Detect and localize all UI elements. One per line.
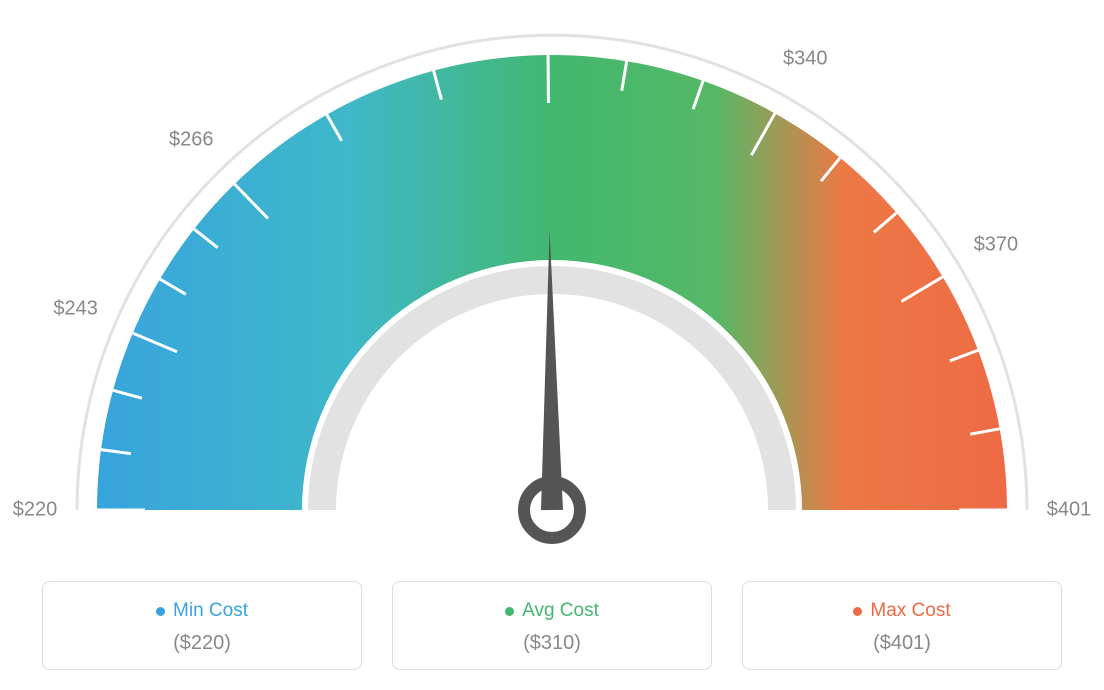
gauge-chart: $220 $243 $266 $310 $340 $370 $401 xyxy=(0,0,1104,560)
legend-dot-max xyxy=(853,607,862,616)
legend-card-max: Max Cost ($401) xyxy=(742,581,1062,670)
gauge-tick-label: $401 xyxy=(1047,499,1092,522)
gauge-tick-label: $370 xyxy=(974,234,1019,257)
gauge-tick-label: $340 xyxy=(783,48,828,71)
legend-value-avg: ($310) xyxy=(403,632,701,655)
legend-label-max: Max Cost xyxy=(870,600,950,622)
legend-row: Min Cost ($220) Avg Cost ($310) Max Cost… xyxy=(0,581,1104,670)
legend-value-max: ($401) xyxy=(753,632,1051,655)
gauge-tick-label: $243 xyxy=(53,298,98,321)
legend-dot-avg xyxy=(505,607,514,616)
gauge-tick-label: $220 xyxy=(13,499,58,522)
gauge-svg xyxy=(0,0,1104,560)
legend-label-min: Min Cost xyxy=(173,600,248,622)
legend-card-avg: Avg Cost ($310) xyxy=(392,581,712,670)
legend-dot-min xyxy=(156,607,165,616)
legend-card-min: Min Cost ($220) xyxy=(42,581,362,670)
legend-label-avg: Avg Cost xyxy=(522,600,599,622)
legend-value-min: ($220) xyxy=(53,632,351,655)
gauge-tick-label: $310 xyxy=(525,0,570,5)
gauge-tick-label: $266 xyxy=(169,128,214,151)
